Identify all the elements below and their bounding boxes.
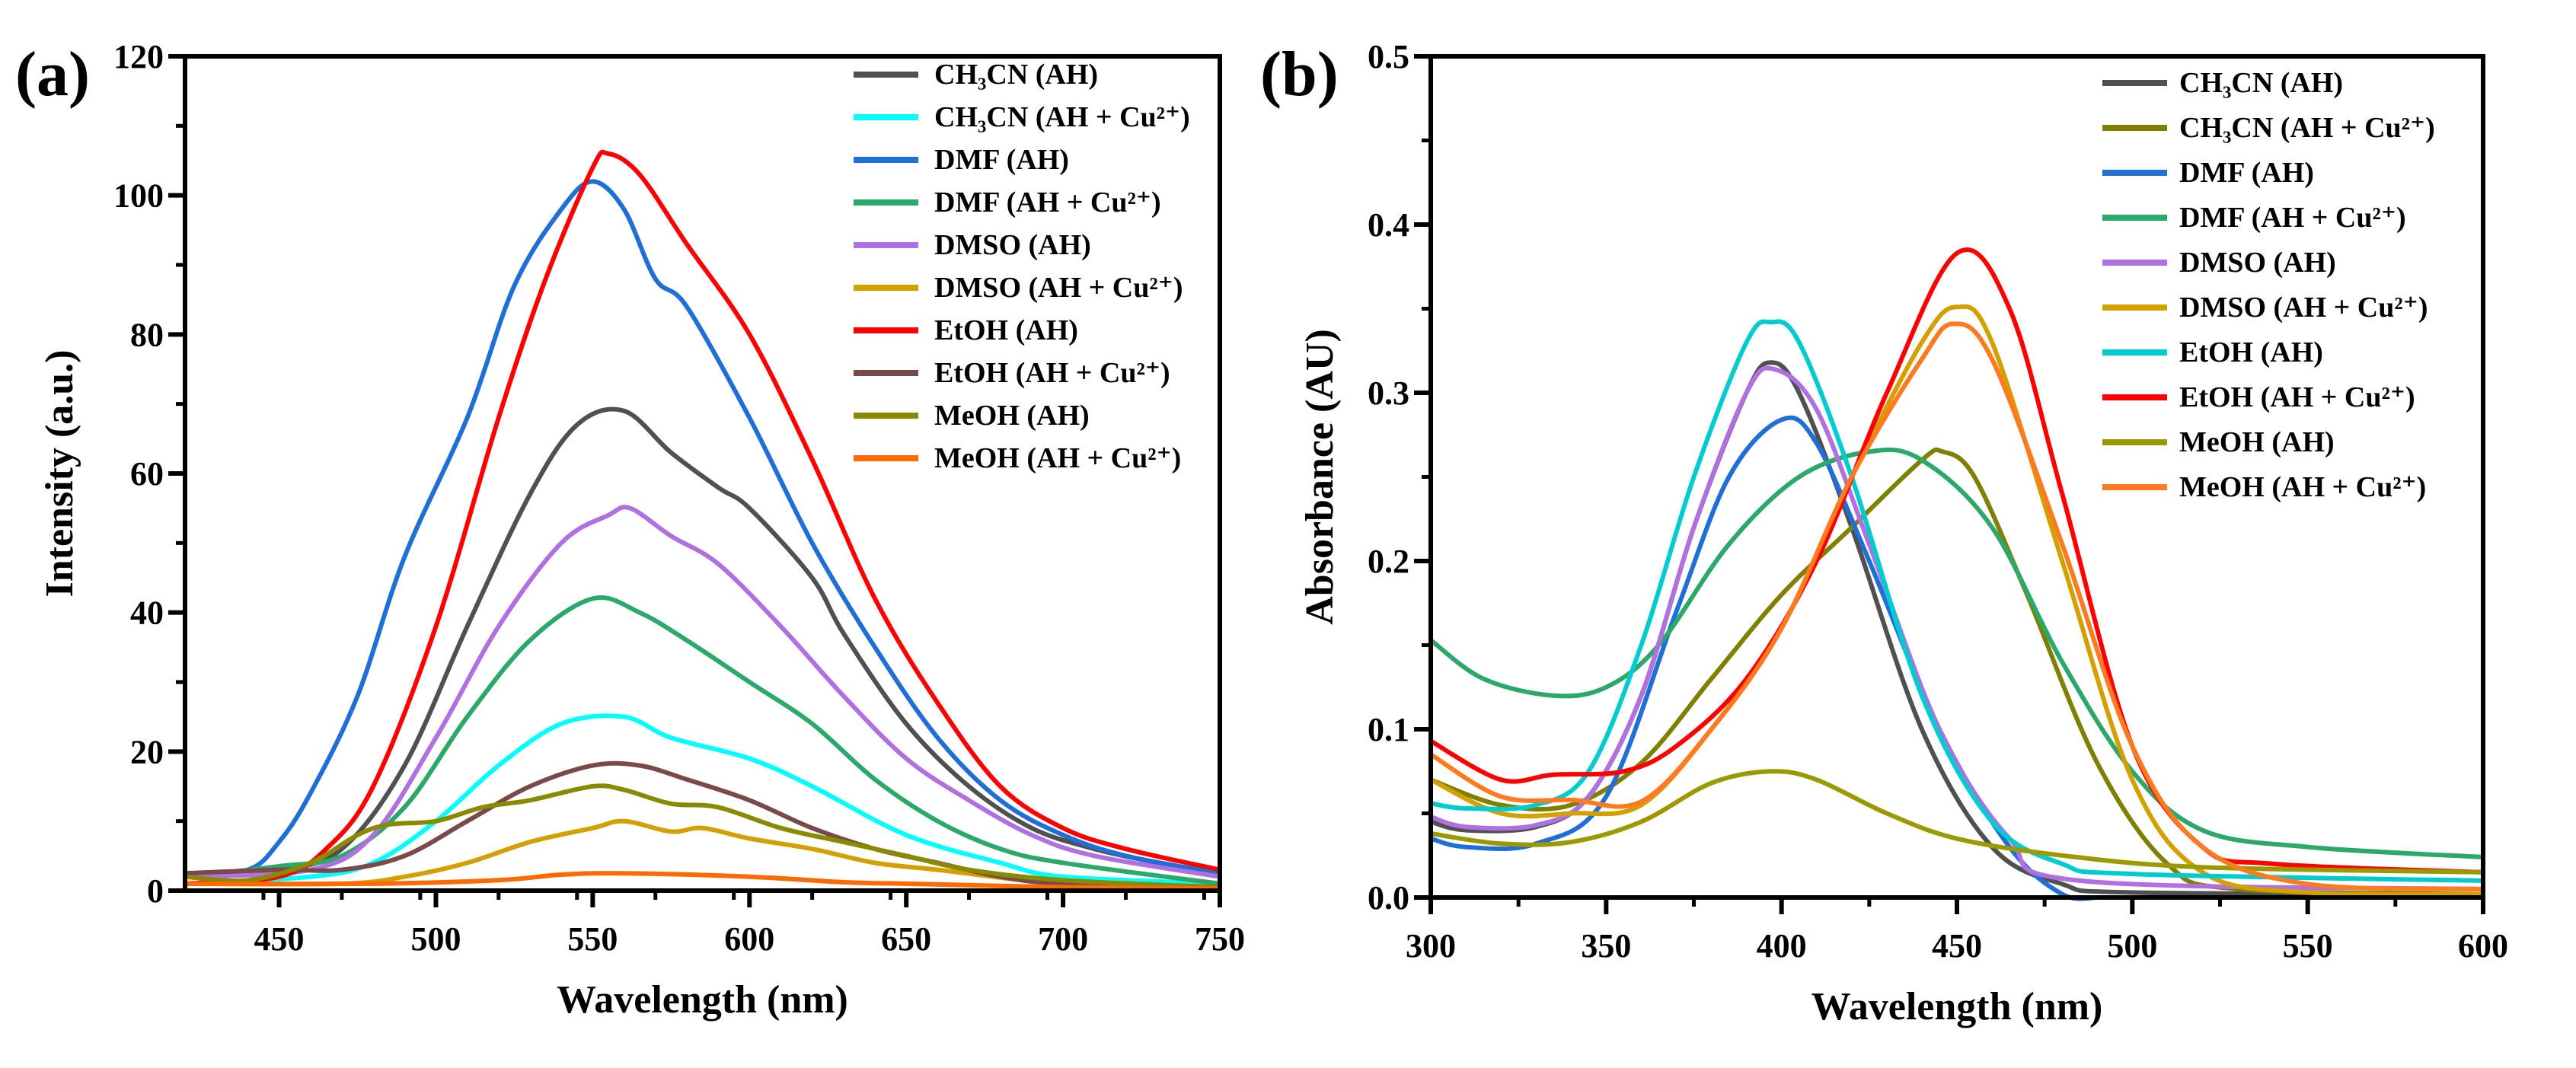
- legend-label: CH₃CN (AH): [2179, 67, 2343, 99]
- panel-label: (b): [1260, 39, 1339, 110]
- legend: CH₃CN (AH) CH₃CN (AH + Cu²⁺) DMF (AH) DMF (…: [854, 59, 1190, 474]
- panel-label: (a): [15, 39, 90, 110]
- series-line-5: [184, 818, 1221, 890]
- legend-item: CH₃CN (AH): [2102, 67, 2343, 99]
- panel-b-absorption-spectra: 300 350 400 450 500 550 600 0.0 0.1 0.2 0.3 0.4 0.5 W…: [1260, 38, 2508, 1028]
- legend-label: DMSO (AH + Cu²⁺): [934, 272, 1183, 304]
- legend-item: DMF (AH + Cu²⁺): [2102, 202, 2406, 234]
- legend-label: DMF (AH + Cu²⁺): [934, 187, 1161, 218]
- x-tick-label: 450: [254, 920, 305, 958]
- legend-item: MeOH (AH + Cu²⁺): [854, 442, 1181, 474]
- y-tick-label: 120: [113, 38, 164, 75]
- y-tick-label: 100: [113, 177, 164, 215]
- series-line-2: [184, 179, 1221, 876]
- legend-label: MeOH (AH + Cu²⁺): [934, 442, 1181, 474]
- panel-a-emission-spectra: 450 500 550 600 650 700 750 0 20 40 60 80 100 120 Wave…: [15, 38, 1245, 1022]
- x-tick-label: 600: [724, 920, 774, 958]
- legend-item: MeOH (AH): [854, 400, 1090, 432]
- x-tick-label: 500: [2107, 927, 2157, 964]
- x-tick-label: 550: [2283, 927, 2333, 964]
- y-axis-title: Intensity (a.u.): [38, 349, 81, 597]
- legend-item: DMSO (AH + Cu²⁺): [854, 272, 1183, 304]
- series-line-1: [1429, 447, 2484, 897]
- x-axis-title: Wavelength (nm): [1811, 985, 2103, 1028]
- legend-item: DMSO (AH): [854, 229, 1091, 261]
- series-line-8: [184, 783, 1221, 890]
- y-tick-label: 0.2: [1368, 543, 1409, 580]
- x-tick-label: 750: [1195, 920, 1245, 958]
- legend-label: DMF (AH): [2179, 157, 2314, 189]
- y-tick-label: 0.5: [1368, 38, 1409, 75]
- legend-item: CH₃CN (AH + Cu²⁺): [854, 101, 1190, 133]
- y-tick-label: 40: [130, 595, 164, 632]
- x-tick-label: 600: [2458, 927, 2508, 964]
- legend-item: MeOH (AH): [2102, 426, 2335, 458]
- legend-label: DMF (AH + Cu²⁺): [2179, 202, 2406, 234]
- legend-label: CH₃CN (AH): [934, 59, 1098, 91]
- y-axis-title: Absorbance (AU): [1298, 329, 1342, 625]
- legend-item: MeOH (AH + Cu²⁺): [2102, 471, 2426, 503]
- legend-item: DMF (AH): [2102, 157, 2314, 189]
- legend-label: DMSO (AH): [934, 229, 1091, 261]
- y-tick-label: 0.0: [1368, 879, 1409, 917]
- series-line-3: [1429, 447, 2484, 859]
- legend-item: DMF (AH): [854, 144, 1069, 176]
- legend-item: EtOH (AH + Cu²⁺): [2102, 381, 2415, 413]
- legend-item: DMSO (AH + Cu²⁺): [2102, 292, 2428, 324]
- x-tick-label: 350: [1581, 927, 1631, 964]
- y-tick-label: 80: [130, 316, 164, 353]
- legend-item: EtOH (AH): [854, 314, 1078, 346]
- y-tick-label: 0.1: [1368, 711, 1409, 748]
- y-tick-label: 60: [130, 455, 164, 493]
- legend-item: CH₃CN (AH): [854, 59, 1098, 91]
- series-line-4: [184, 505, 1221, 879]
- legend: CH₃CN (AH) CH₃CN (AH + Cu²⁺) DMF (AH) DMF (…: [2102, 67, 2435, 503]
- legend-label: MeOH (AH): [2179, 426, 2335, 458]
- y-tick-label: 0.4: [1368, 206, 1409, 244]
- x-axis-title: Wavelength (nm): [557, 978, 848, 1022]
- x-tick-label: 700: [1038, 920, 1088, 958]
- x-tick-label: 300: [1406, 927, 1456, 964]
- legend-label: CH₃CN (AH + Cu²⁺): [2179, 112, 2435, 144]
- series-line-8: [1430, 769, 2484, 875]
- legend-item: DMF (AH + Cu²⁺): [854, 187, 1161, 218]
- legend-label: MeOH (AH): [934, 400, 1090, 432]
- series-line-9: [184, 871, 1221, 891]
- legend-item: EtOH (AH + Cu²⁺): [854, 357, 1170, 389]
- series-line-7: [1429, 247, 2484, 875]
- legend-item: DMSO (AH): [2102, 247, 2336, 279]
- y-tick-label: 0: [147, 872, 164, 910]
- series-line-6: [184, 149, 1221, 886]
- x-tick-label: 500: [410, 920, 461, 958]
- series-line-0: [184, 406, 1221, 879]
- legend-label: EtOH (AH): [2179, 336, 2323, 368]
- series-line-9: [1429, 321, 2484, 891]
- x-tick-label: 400: [1757, 927, 1807, 964]
- legend-item: CH₃CN (AH + Cu²⁺): [2102, 112, 2435, 144]
- x-tick-label: 450: [1932, 927, 1982, 964]
- x-tick-label: 650: [881, 920, 931, 958]
- legend-label: CH₃CN (AH + Cu²⁺): [934, 101, 1190, 133]
- legend-label: MeOH (AH + Cu²⁺): [2179, 471, 2426, 503]
- legend-label: EtOH (AH): [934, 314, 1078, 346]
- y-tick-label: 20: [130, 733, 164, 770]
- legend-label: EtOH (AH + Cu²⁺): [934, 357, 1170, 389]
- series-line-4: [1430, 365, 2484, 891]
- legend-label: DMSO (AH): [2179, 247, 2336, 279]
- legend-label: DMF (AH): [934, 144, 1069, 176]
- series-line-7: [184, 760, 1221, 890]
- legend-item: EtOH (AH): [2102, 336, 2323, 368]
- series-line-6: [1430, 319, 2484, 883]
- y-tick-label: 0.3: [1368, 375, 1409, 412]
- legend-label: DMSO (AH + Cu²⁺): [2179, 292, 2428, 324]
- x-tick-label: 550: [567, 920, 618, 958]
- legend-label: EtOH (AH + Cu²⁺): [2179, 381, 2415, 413]
